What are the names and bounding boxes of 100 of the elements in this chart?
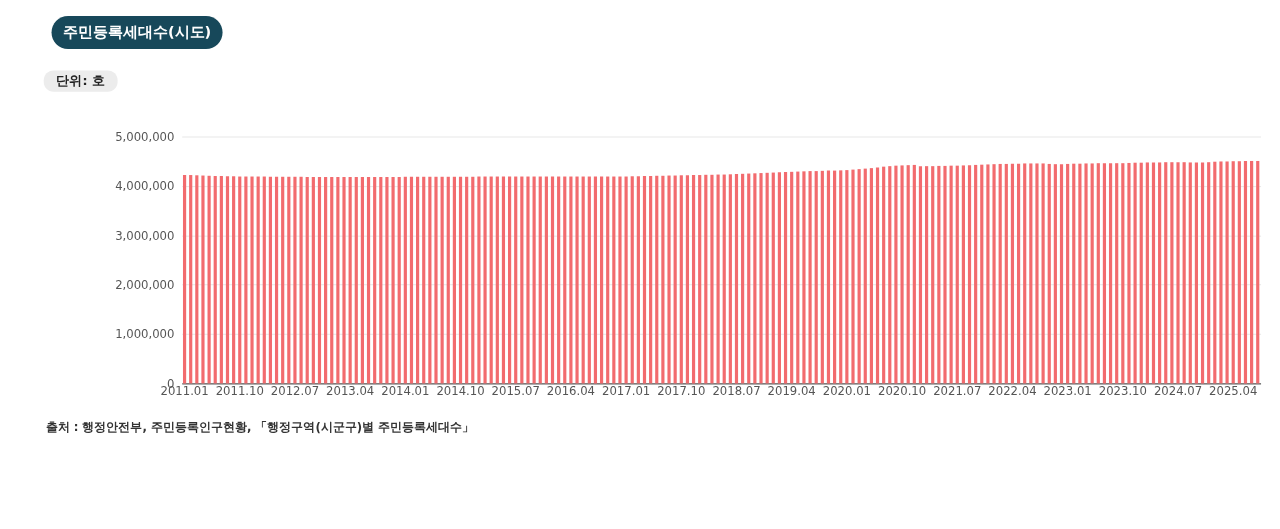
bar: [403, 176, 407, 384]
bar: [704, 174, 708, 384]
bar: [986, 164, 990, 384]
bar: [238, 176, 242, 384]
bar: [734, 174, 739, 384]
bar: [489, 176, 493, 384]
bar: [1072, 163, 1076, 384]
bar: [1170, 162, 1174, 384]
bar: [311, 177, 315, 384]
y-tick-label: 4,000,000: [115, 179, 175, 194]
bar: [741, 173, 745, 384]
x-tick-label: 2021.07: [933, 383, 982, 398]
bar: [550, 176, 555, 384]
bar: [256, 176, 260, 384]
bar: [673, 175, 677, 384]
bar: [317, 177, 322, 384]
bar: [875, 167, 880, 384]
bar: [1035, 163, 1039, 384]
bar: [722, 174, 726, 384]
bar: [698, 175, 702, 384]
x-tick-label: 2016.04: [546, 383, 596, 398]
bar: [446, 176, 450, 384]
bar: [937, 165, 941, 384]
y-tick-label: 1,000,000: [115, 327, 175, 342]
bar: [274, 176, 279, 384]
bar: [943, 165, 947, 384]
bar: [685, 175, 690, 384]
bar: [1102, 163, 1107, 384]
bar: [366, 177, 371, 384]
bar: [967, 165, 972, 384]
bar: [851, 169, 855, 384]
bar: [1053, 164, 1057, 384]
bar: [1059, 164, 1064, 384]
bar: [1108, 163, 1113, 384]
bar: [1115, 163, 1119, 384]
bar: [299, 176, 303, 384]
bar: [833, 170, 837, 384]
x-tick-label: 2025.04: [1209, 383, 1258, 398]
bar: [483, 176, 487, 384]
y-tick-label: 5,000,000: [115, 129, 175, 144]
bar: [869, 168, 873, 384]
bar: [1182, 162, 1186, 384]
bar: [287, 176, 291, 384]
bar: [219, 176, 223, 384]
bar: [1004, 163, 1008, 384]
bar: [1164, 162, 1168, 384]
bar: [207, 175, 211, 384]
bar: [691, 175, 696, 384]
bar: [360, 177, 364, 384]
x-tick-label: 2011.10: [215, 383, 264, 398]
bar: [544, 176, 548, 384]
x-tick-label: 2019.04: [767, 383, 816, 398]
bar: [980, 164, 984, 384]
bar: [667, 175, 671, 384]
bar: [538, 176, 542, 384]
bar: [863, 168, 867, 384]
bar: [906, 165, 910, 384]
bar: [1139, 162, 1143, 384]
bar: [679, 175, 683, 384]
bar: [458, 176, 463, 384]
bar: [753, 173, 757, 384]
bar: [642, 176, 647, 384]
bar: [471, 176, 475, 384]
bar: [416, 176, 420, 384]
bar: [385, 177, 389, 384]
bar: [557, 176, 561, 384]
bar: [1250, 160, 1254, 384]
bar: [409, 176, 414, 384]
bar: [324, 177, 328, 384]
bar: [354, 177, 358, 384]
bar: [894, 165, 898, 384]
bar: [501, 176, 506, 384]
bar: [900, 165, 904, 384]
bar: [839, 170, 843, 384]
bar: [244, 176, 248, 384]
bar: [820, 170, 824, 384]
bar: [1225, 161, 1229, 384]
bar: [918, 166, 923, 384]
bar: [330, 177, 334, 384]
bar: [232, 176, 236, 384]
bar: [618, 176, 622, 384]
bar: [262, 176, 266, 384]
bar: [1213, 161, 1217, 384]
chart-title: 주민등록세대수(시도): [62, 23, 212, 41]
bar: [440, 176, 444, 384]
bar: [348, 177, 352, 384]
bar: [563, 176, 567, 384]
y-tick-label: 2,000,000: [115, 278, 175, 293]
bar: [931, 166, 935, 384]
bar: [293, 176, 297, 384]
bar: [845, 170, 849, 384]
bar: [342, 177, 346, 384]
bar: [1188, 162, 1192, 384]
bar: [998, 163, 1002, 384]
source-note: 출처 : 행정안전부, 주민등록인구현황, 「행정구역(시군구)별 주민등록세대수」: [45, 420, 475, 435]
bar: [1256, 160, 1260, 384]
bar: [508, 176, 512, 384]
x-tick-label: 2020.01: [822, 383, 871, 398]
bar: [1219, 161, 1223, 384]
bar: [452, 176, 456, 384]
